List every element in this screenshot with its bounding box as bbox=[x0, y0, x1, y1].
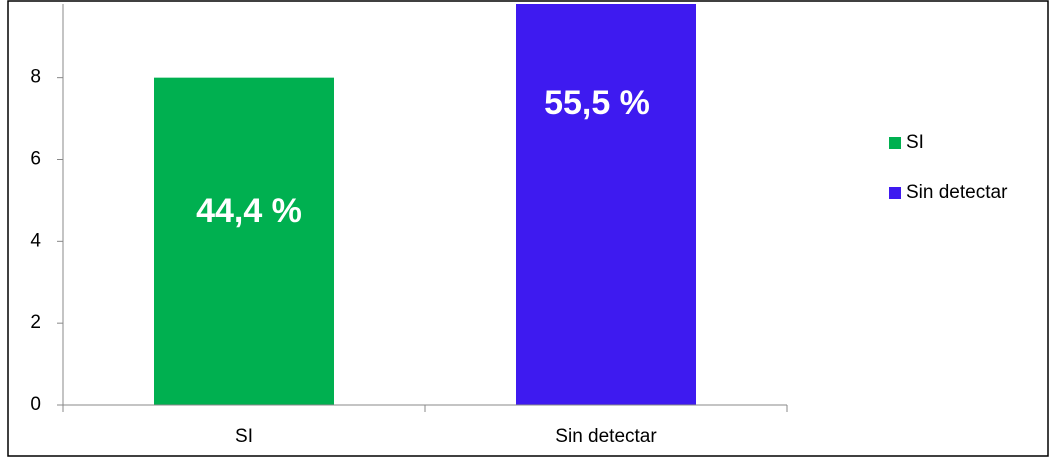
legend-label: Sin detectar bbox=[906, 182, 1008, 203]
x-tick-label: SI bbox=[235, 426, 253, 447]
legend-label: SI bbox=[906, 132, 924, 153]
plot-area bbox=[154, 4, 696, 405]
y-tick-label: 8 bbox=[30, 67, 41, 88]
legend-swatch bbox=[889, 187, 901, 199]
bar bbox=[154, 77, 334, 405]
y-tick-label: 6 bbox=[30, 149, 41, 170]
x-tick-label: Sin detectar bbox=[555, 426, 657, 447]
y-tick-label: 0 bbox=[30, 394, 41, 415]
bar bbox=[516, 4, 696, 405]
y-tick-label: 2 bbox=[30, 312, 41, 333]
y-tick-label: 4 bbox=[30, 230, 41, 251]
legend-swatch bbox=[889, 137, 901, 149]
chart-frame bbox=[7, 0, 1049, 457]
annotation: 44,4 % bbox=[196, 192, 302, 230]
annotation: 55,5 % bbox=[544, 84, 650, 122]
